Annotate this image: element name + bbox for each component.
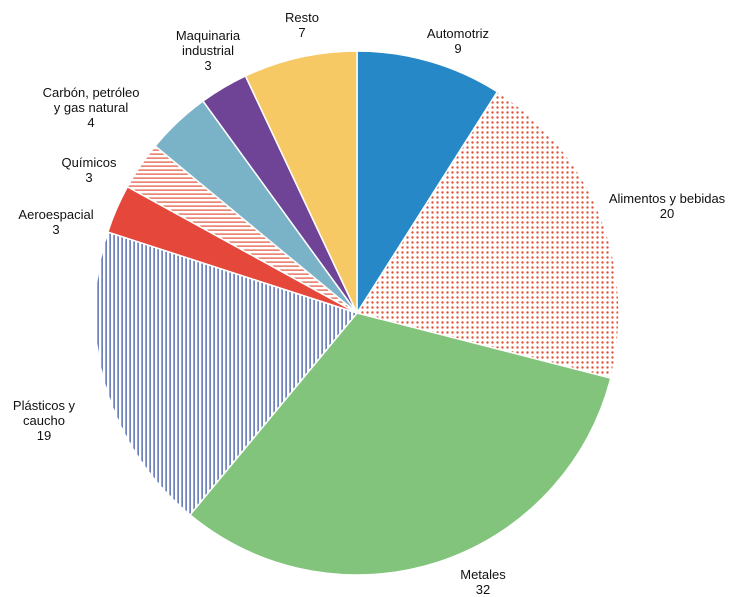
pie-slices: [94, 50, 620, 576]
slice-label-text: Automotriz: [427, 26, 489, 41]
slice-label-text: caucho: [23, 413, 65, 428]
slice-label-text: Resto: [285, 10, 319, 25]
slice-value-text: 4: [87, 115, 94, 130]
pie-slice-alimentos-y-bebidas: [355, 90, 620, 380]
slice-value-text: 7: [298, 25, 305, 40]
slice-value-text: 3: [204, 58, 211, 73]
slice-label-text: Carbón, petróleo: [43, 85, 140, 100]
slice-label-text: Químicos: [62, 155, 117, 170]
slice-label-text: Maquinaria: [176, 28, 241, 43]
slice-label-text: Alimentos y bebidas: [609, 191, 726, 206]
pie-slice-automotriz: [356, 50, 499, 316]
slice-value-text: 3: [52, 222, 59, 237]
slice-value-text: 9: [454, 41, 461, 56]
slice-value-text: 20: [660, 206, 674, 221]
pie-slice-resto: [244, 50, 358, 314]
slice-label-text: Aeroespacial: [18, 207, 93, 222]
slice-label-text: y gas natural: [54, 100, 129, 115]
slice-value-text: 32: [476, 582, 490, 597]
slice-value-text: 3: [85, 170, 92, 185]
slice-label-text: Metales: [460, 567, 506, 582]
pie-slice-plasticos-y-caucho: [94, 231, 359, 516]
pie-slice-metales: [188, 312, 612, 576]
slice-label-text: industrial: [182, 43, 234, 58]
slice-value-text: 19: [37, 428, 51, 443]
slice-label-text: Plásticos y: [13, 398, 76, 413]
